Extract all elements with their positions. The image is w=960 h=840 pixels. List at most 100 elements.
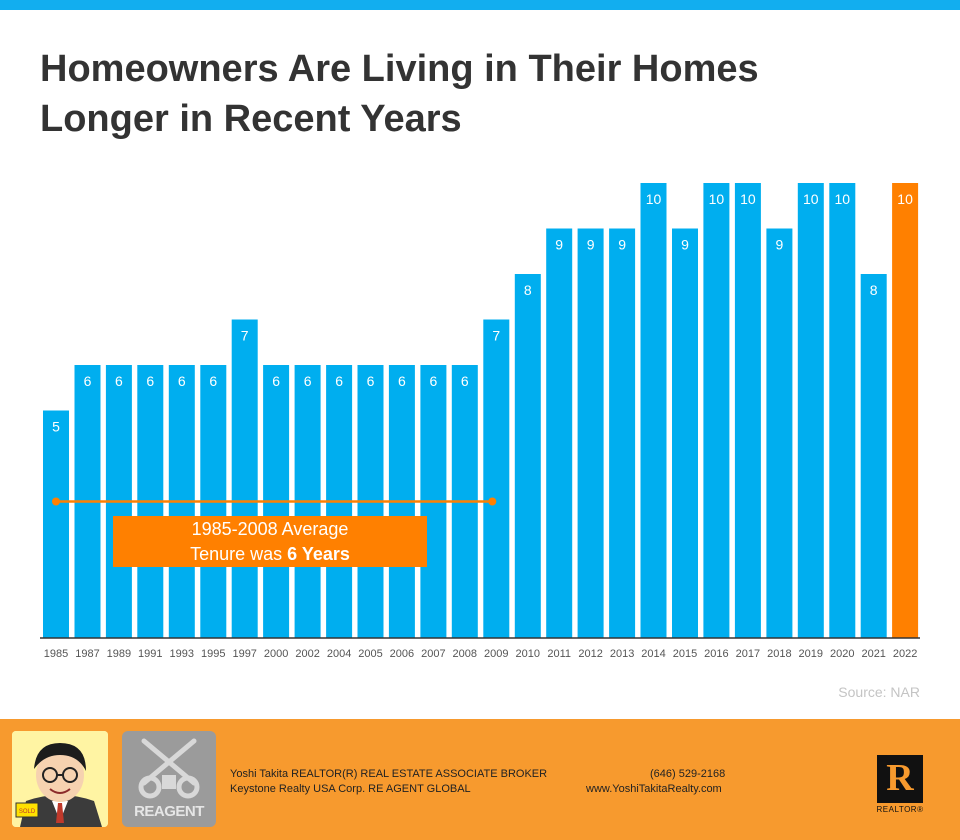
bar-value-label-2016: 10 bbox=[709, 191, 725, 207]
bar-2020 bbox=[829, 183, 856, 638]
bar-2015 bbox=[672, 228, 698, 638]
x-tick-label-1987: 1987 bbox=[75, 648, 99, 660]
x-tick-label-2022: 2022 bbox=[893, 648, 917, 660]
bar-2017 bbox=[734, 183, 761, 638]
x-tick-label-1991: 1991 bbox=[138, 648, 162, 660]
x-tick-label-2020: 2020 bbox=[830, 648, 854, 660]
bar-value-label-2017: 10 bbox=[740, 191, 756, 207]
bar-value-label-1993: 6 bbox=[178, 373, 186, 389]
bar-value-label-2015: 9 bbox=[681, 237, 689, 253]
x-tick-label-2014: 2014 bbox=[641, 648, 665, 660]
chart-title: Homeowners Are Living in Their Homes Lon… bbox=[40, 44, 920, 144]
chart-title-line-1: Homeowners Are Living in Their Homes bbox=[40, 48, 759, 90]
average-line-group bbox=[52, 497, 497, 506]
x-tick-label-2005: 2005 bbox=[358, 648, 382, 660]
agent-phone: (646) 529-2168 bbox=[650, 768, 726, 780]
average-annotation-box: 1985-2008 Average Tenure was 6 Years bbox=[113, 516, 427, 567]
bar-value-label-2011: 9 bbox=[555, 237, 563, 253]
bar-value-label-1995: 6 bbox=[209, 373, 217, 389]
x-tick-label-2013: 2013 bbox=[610, 648, 634, 660]
bar-2012 bbox=[577, 228, 604, 638]
agent-website-link[interactable]: www.YoshiTakitaRealty.com bbox=[586, 783, 722, 795]
x-tick-label-2010: 2010 bbox=[516, 648, 540, 660]
bar-value-label-2007: 6 bbox=[430, 373, 438, 389]
bar-2009 bbox=[483, 319, 510, 638]
bar-1997 bbox=[231, 319, 258, 638]
x-tick-label-1989: 1989 bbox=[107, 648, 131, 660]
bar-value-labels: 5 6 6 6 6 6 7 6 6 6 6 6 6 6 7 8 9 9 9 10 9 10 10 9 10 10 8 10 bbox=[52, 191, 913, 435]
bar-2021 bbox=[860, 274, 887, 638]
x-tick-label-2008: 2008 bbox=[453, 648, 477, 660]
bar-value-label-2021: 8 bbox=[870, 282, 878, 298]
x-tick-label-1993: 1993 bbox=[170, 648, 194, 660]
bar-2011 bbox=[546, 228, 573, 638]
x-tick-label-2011: 2011 bbox=[547, 648, 571, 660]
bar-value-label-2000: 6 bbox=[272, 373, 280, 389]
agent-name-line: Yoshi Takita REALTOR(R) REAL ESTATE ASSO… bbox=[230, 768, 548, 780]
x-tick-label-2017: 2017 bbox=[736, 648, 760, 660]
bar-2022 bbox=[892, 183, 919, 638]
x-tick-label-1997: 1997 bbox=[232, 648, 256, 660]
average-line-end-dot bbox=[488, 497, 497, 506]
agent-caricature-icon: SOLD bbox=[12, 731, 108, 827]
x-axis-tick-labels: 1985 1987 1989 1991 1993 1995 1997 2000 2002 2004… bbox=[44, 648, 918, 660]
bar-value-label-2018: 9 bbox=[776, 237, 784, 253]
bar-2019 bbox=[797, 183, 824, 638]
average-annotation-prefix: Tenure was bbox=[190, 544, 288, 564]
bar-1985 bbox=[43, 410, 69, 638]
x-tick-label-2004: 2004 bbox=[327, 648, 351, 660]
average-annotation-bold: 6 Years bbox=[287, 544, 350, 564]
bar-value-label-2019: 10 bbox=[803, 191, 819, 207]
x-tick-label-2012: 2012 bbox=[578, 648, 602, 660]
average-line-start-dot bbox=[52, 497, 60, 506]
bar-value-label-2005: 6 bbox=[367, 373, 375, 389]
realtor-logo-letter: R bbox=[886, 757, 914, 799]
bar-value-label-2022: 10 bbox=[897, 191, 913, 207]
avatar-sign-text: SOLD bbox=[19, 809, 36, 815]
bar-value-label-1991: 6 bbox=[146, 373, 154, 389]
x-tick-label-2021: 2021 bbox=[861, 648, 885, 660]
bar-2014 bbox=[640, 183, 667, 638]
x-tick-label-2000: 2000 bbox=[264, 648, 288, 660]
bar-2013 bbox=[609, 228, 636, 638]
x-tick-label-2016: 2016 bbox=[704, 648, 728, 660]
bar-value-label-2002: 6 bbox=[304, 373, 312, 389]
crossed-keys-icon bbox=[138, 738, 200, 799]
x-tick-label-2009: 2009 bbox=[484, 648, 508, 660]
reagent-logo: REAGENT bbox=[122, 731, 216, 827]
x-tick-label-1995: 1995 bbox=[201, 648, 225, 660]
bar-group bbox=[43, 183, 919, 638]
x-tick-label-2019: 2019 bbox=[799, 648, 823, 660]
bar-value-label-2008: 6 bbox=[461, 373, 469, 389]
realtor-logo-text: REALTOR® bbox=[876, 805, 924, 814]
chart-title-line-2: Longer in Recent Years bbox=[40, 98, 462, 140]
x-tick-label-2015: 2015 bbox=[673, 648, 697, 660]
bar-value-label-1989: 6 bbox=[115, 373, 123, 389]
agent-caricature-avatar: SOLD bbox=[12, 731, 108, 827]
reagent-logo-text: REAGENT bbox=[134, 803, 204, 820]
bar-value-label-2009: 7 bbox=[492, 328, 500, 344]
bar-value-label-1997: 7 bbox=[241, 328, 249, 344]
average-annotation-line-2: Tenure was 6 Years bbox=[113, 542, 427, 567]
bar-value-label-2020: 10 bbox=[835, 191, 851, 207]
x-tick-label-2006: 2006 bbox=[390, 648, 414, 660]
bar-2010 bbox=[514, 274, 541, 638]
bar-2018 bbox=[766, 228, 793, 638]
x-tick-label-2002: 2002 bbox=[295, 648, 319, 660]
footer-banner: SOLD REAGENT Yoshi Takita REALTOR(R) REA… bbox=[0, 719, 960, 840]
average-annotation-line-1: 1985-2008 Average bbox=[191, 519, 349, 539]
agent-company-line: Keystone Realty USA Corp. RE AGENT GLOBA… bbox=[230, 783, 471, 795]
source-note: Source: NAR bbox=[838, 684, 920, 700]
bar-value-label-2014: 10 bbox=[646, 191, 662, 207]
x-tick-label-2007: 2007 bbox=[421, 648, 445, 660]
x-tick-label-2018: 2018 bbox=[767, 648, 791, 660]
bar-value-label-2013: 9 bbox=[618, 237, 626, 253]
x-tick-label-1985: 1985 bbox=[44, 648, 68, 660]
top-accent-bar bbox=[0, 0, 960, 10]
bar-value-label-1987: 6 bbox=[84, 373, 92, 389]
bar-value-label-2010: 8 bbox=[524, 282, 532, 298]
realtor-logo: R bbox=[877, 755, 923, 803]
bar-value-label-2004: 6 bbox=[335, 373, 343, 389]
bar-value-label-2006: 6 bbox=[398, 373, 406, 389]
